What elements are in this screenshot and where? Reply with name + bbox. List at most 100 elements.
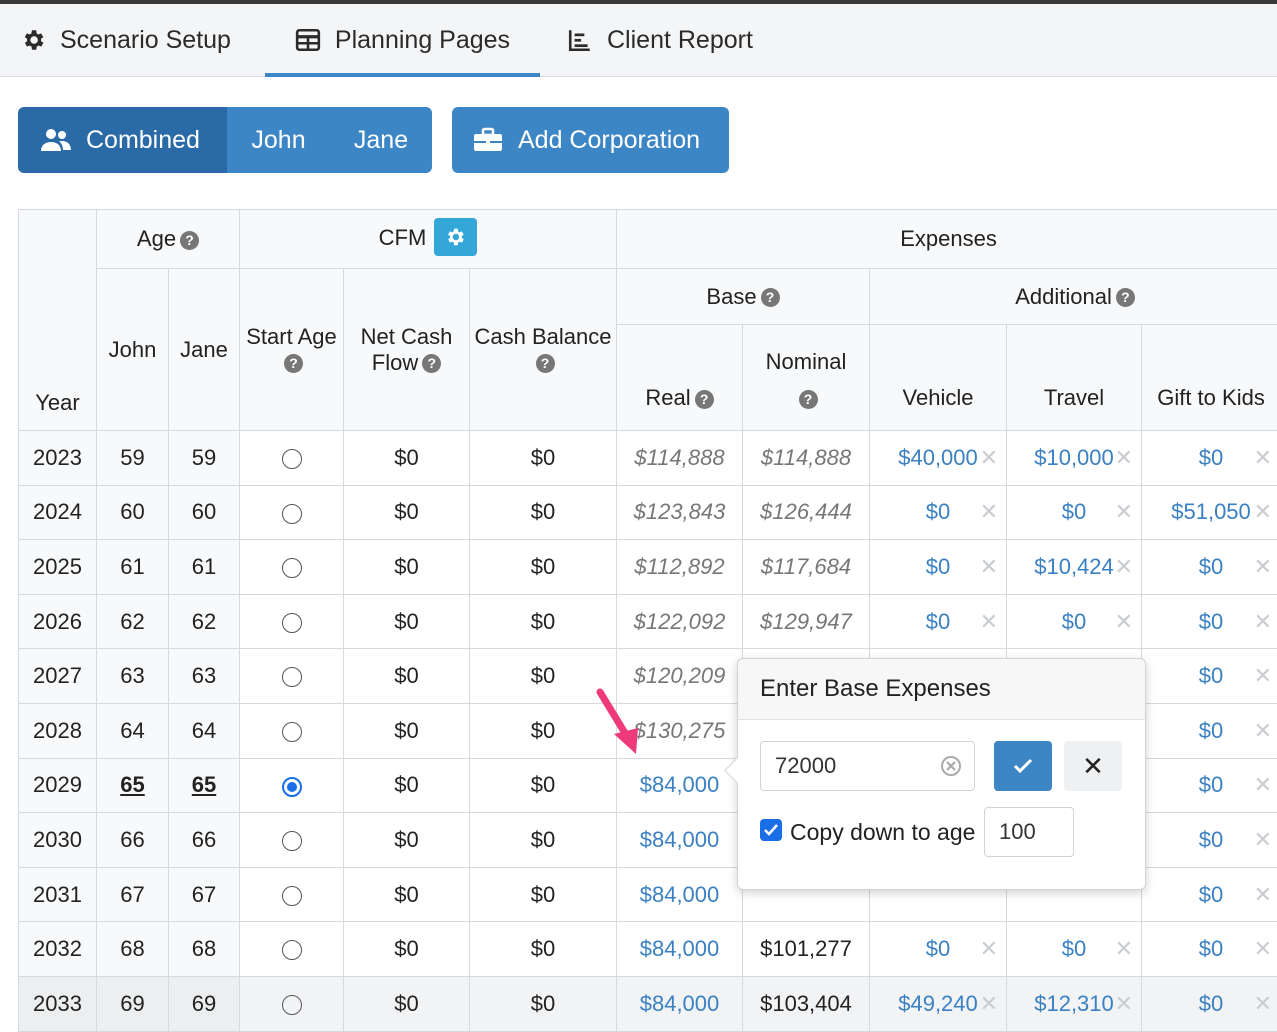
jane-button[interactable]: Jane [330, 107, 432, 173]
start-age-radio[interactable] [282, 886, 302, 906]
clear-icon[interactable]: ✕ [1254, 445, 1272, 471]
clear-icon[interactable]: ✕ [1115, 499, 1133, 525]
cell-real-expense[interactable]: $123,843 [617, 485, 743, 540]
clear-icon[interactable]: ✕ [1254, 609, 1272, 635]
gift-value[interactable]: $0 [1199, 718, 1223, 743]
help-icon[interactable]: ? [536, 354, 555, 373]
vehicle-value[interactable]: $0 [926, 554, 950, 579]
clear-icon[interactable]: ✕ [1254, 663, 1272, 689]
help-icon[interactable]: ? [180, 231, 199, 250]
start-age-radio[interactable] [282, 995, 302, 1015]
start-age-radio[interactable] [282, 667, 302, 687]
gift-value[interactable]: $0 [1199, 827, 1223, 852]
cancel-button[interactable]: ✕ [1064, 741, 1122, 791]
start-age-radio[interactable] [282, 504, 302, 524]
clear-icon[interactable]: ✕ [1254, 772, 1272, 798]
combined-button[interactable]: Combined [18, 107, 227, 173]
cell-real-expense[interactable]: $84,000 [617, 758, 743, 813]
clear-icon[interactable]: ✕ [980, 609, 998, 635]
travel-value[interactable]: $10,000 [1034, 445, 1114, 470]
confirm-button[interactable] [994, 741, 1052, 791]
cell-year: 2025 [19, 540, 97, 595]
cell-nominal-expense: $129,947 [743, 594, 870, 649]
start-age-radio[interactable] [282, 613, 302, 633]
check-icon [1011, 754, 1035, 778]
vehicle-value[interactable]: $0 [926, 936, 950, 961]
cfm-settings-button[interactable] [434, 218, 477, 256]
gift-value[interactable]: $0 [1199, 554, 1223, 579]
gear-icon [20, 27, 46, 53]
cell-real-expense[interactable]: $84,000 [617, 867, 743, 922]
copy-down-checkbox[interactable] [760, 819, 782, 841]
start-age-radio[interactable] [282, 777, 302, 797]
gift-value[interactable]: $0 [1199, 445, 1223, 470]
clear-icon[interactable]: ✕ [1254, 554, 1272, 580]
help-icon[interactable]: ? [761, 288, 780, 307]
cell-gift-to-kids: $0 ✕ [1142, 703, 1277, 758]
cell-year: 2024 [19, 485, 97, 540]
cell-real-expense[interactable]: $84,000 [617, 922, 743, 977]
clear-icon[interactable]: ✕ [1115, 991, 1133, 1017]
start-age-radio[interactable] [282, 831, 302, 851]
tab-scenario-setup[interactable]: Scenario Setup [20, 4, 231, 76]
cell-real-expense[interactable]: $122,092 [617, 594, 743, 649]
tab-client-report[interactable]: Client Report [567, 4, 753, 76]
cell-real-expense[interactable]: $84,000 [617, 813, 743, 868]
start-age-radio[interactable] [282, 558, 302, 578]
gift-value[interactable]: $0 [1199, 772, 1223, 797]
travel-value[interactable]: $0 [1062, 499, 1086, 524]
cell-age-jane: 61 [169, 540, 240, 595]
travel-value[interactable]: $12,310 [1034, 991, 1114, 1016]
start-age-radio[interactable] [282, 449, 302, 469]
tab-planning-pages[interactable]: Planning Pages [265, 4, 540, 76]
clear-icon[interactable]: ✕ [980, 936, 998, 962]
gift-value[interactable]: $0 [1199, 609, 1223, 634]
copy-down-age-input[interactable] [984, 807, 1074, 857]
cell-real-expense[interactable]: $112,892 [617, 540, 743, 595]
help-icon[interactable]: ? [284, 354, 303, 373]
help-icon[interactable]: ? [422, 354, 441, 373]
gift-value[interactable]: $0 [1199, 936, 1223, 961]
travel-value[interactable]: $0 [1062, 609, 1086, 634]
help-icon[interactable]: ? [1116, 288, 1135, 307]
header-cfm: CFM [240, 210, 617, 269]
clear-icon[interactable]: ✕ [1115, 445, 1133, 471]
gift-value[interactable]: $51,050 [1171, 499, 1251, 524]
users-icon [40, 127, 72, 153]
travel-value[interactable]: $0 [1062, 936, 1086, 961]
cell-real-expense[interactable]: $84,000 [617, 976, 743, 1031]
clear-icon[interactable]: ✕ [1254, 991, 1272, 1017]
vehicle-value[interactable]: $40,000 [898, 445, 978, 470]
gift-value[interactable]: $0 [1199, 991, 1223, 1016]
clear-icon[interactable]: ✕ [1115, 936, 1133, 962]
help-icon[interactable]: ? [799, 390, 818, 409]
header-jane: Jane [169, 269, 240, 431]
travel-value[interactable]: $10,424 [1034, 554, 1114, 579]
vehicle-value[interactable]: $49,240 [898, 991, 978, 1016]
clear-icon[interactable]: ✕ [1254, 882, 1272, 908]
vehicle-value[interactable]: $0 [926, 609, 950, 634]
clear-icon[interactable]: ✕ [1254, 499, 1272, 525]
start-age-radio[interactable] [282, 940, 302, 960]
clear-icon[interactable]: ✕ [1115, 554, 1133, 580]
clear-icon[interactable]: ✕ [1254, 936, 1272, 962]
clear-icon[interactable]: ✕ [1254, 718, 1272, 744]
clear-icon[interactable]: ✕ [1115, 609, 1133, 635]
help-icon[interactable]: ? [695, 390, 714, 409]
clear-icon[interactable]: ✕ [980, 991, 998, 1017]
clear-icon[interactable]: ✕ [1254, 827, 1272, 853]
check-icon [760, 819, 782, 841]
gift-value[interactable]: $0 [1199, 663, 1223, 688]
clear-icon[interactable]: ✕ [980, 499, 998, 525]
start-age-radio[interactable] [282, 722, 302, 742]
add-corporation-button[interactable]: Add Corporation [452, 107, 729, 173]
header-base: Base? [617, 269, 870, 325]
clear-icon[interactable]: ✕ [980, 554, 998, 580]
clear-icon[interactable] [940, 755, 962, 777]
cell-nominal-expense: $114,888 [743, 431, 870, 486]
john-button[interactable]: John [227, 107, 330, 173]
gift-value[interactable]: $0 [1199, 882, 1223, 907]
vehicle-value[interactable]: $0 [926, 499, 950, 524]
cell-real-expense[interactable]: $114,888 [617, 431, 743, 486]
clear-icon[interactable]: ✕ [980, 445, 998, 471]
